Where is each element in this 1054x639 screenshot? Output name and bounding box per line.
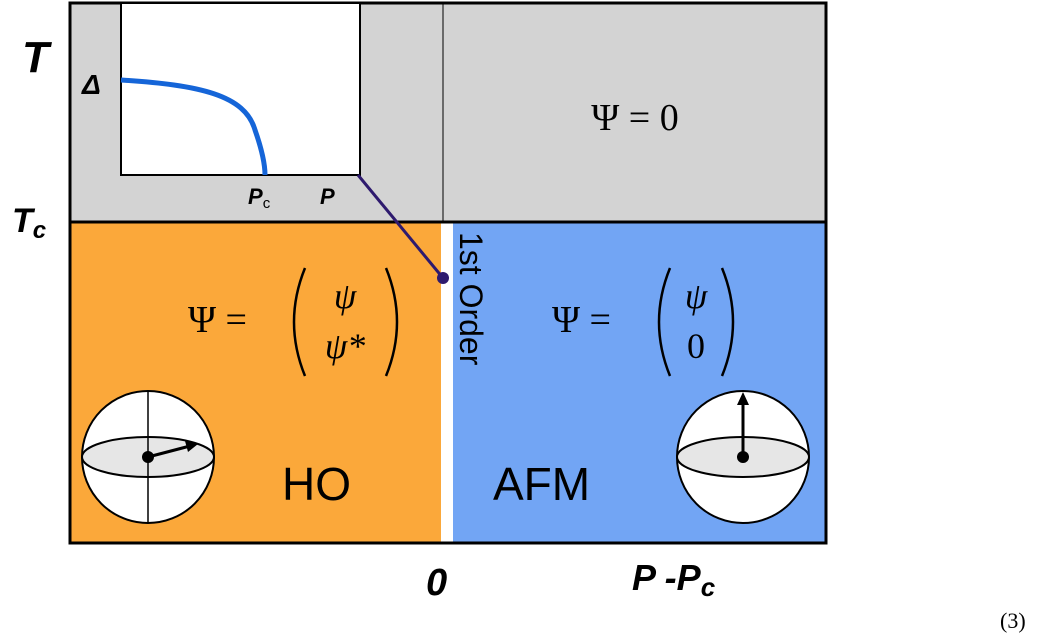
ho-sphere <box>82 391 214 523</box>
ho-entry: ψ* <box>325 326 365 366</box>
ho-entry: ψ <box>334 276 357 316</box>
y-axis-label: T <box>22 33 52 82</box>
phase-diagram: Δ Pc P T Tc 0 P -Pc Ψ = 0 Ψ = ψ ψ* Ψ = ψ… <box>0 0 1054 639</box>
afm-lhs: Ψ = <box>552 299 611 341</box>
connector-dot <box>437 272 449 284</box>
first-order-boundary <box>441 222 453 543</box>
afm-entry: 0 <box>687 326 705 366</box>
afm-entry: ψ <box>685 276 708 316</box>
inset <box>121 3 360 175</box>
equation-number: (3) <box>1000 608 1026 633</box>
ho-label: HO <box>282 458 351 510</box>
ho-lhs: Ψ = <box>188 299 247 341</box>
afm-label: AFM <box>493 458 590 510</box>
origin-label: 0 <box>426 562 447 604</box>
tc-label: Tc <box>12 202 46 244</box>
x-axis-label: P -Pc <box>632 557 716 602</box>
inset-x-label: P <box>320 184 335 209</box>
disordered-formula: Ψ = 0 <box>591 97 678 139</box>
afm-sphere <box>677 391 809 523</box>
boundary-label: 1st Order <box>453 232 489 366</box>
inset-y-label: Δ <box>81 69 101 100</box>
